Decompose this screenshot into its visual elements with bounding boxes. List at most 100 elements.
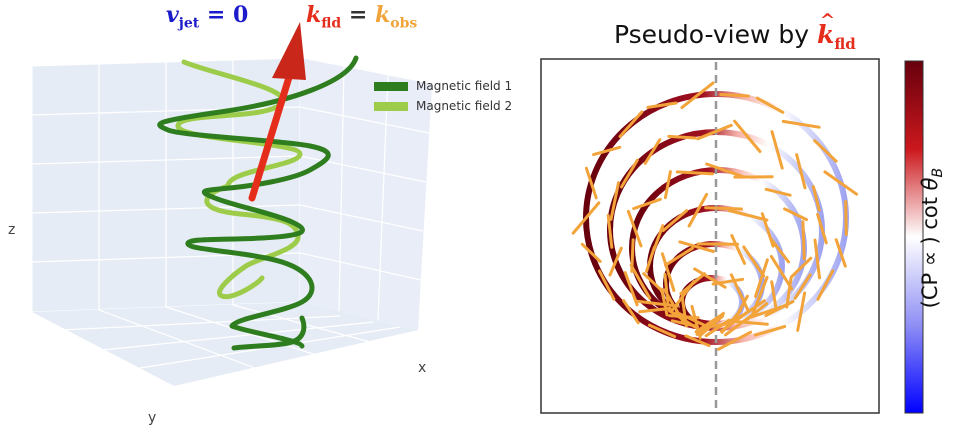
k-fld-symbol: k bbox=[306, 2, 322, 28]
title-prefix: Pseudo-view by bbox=[614, 20, 817, 49]
polarization-tick bbox=[645, 245, 656, 273]
polarization-tick bbox=[795, 153, 807, 190]
polarization-tick bbox=[733, 294, 749, 321]
polarization-tick bbox=[742, 245, 766, 278]
polarization-tick bbox=[661, 209, 689, 232]
polarization-ticks bbox=[571, 81, 859, 351]
polarization-tick bbox=[618, 110, 644, 138]
magnetic-field-1-lower bbox=[229, 323, 305, 349]
polarization-tick bbox=[790, 256, 813, 278]
polarization-tick bbox=[755, 96, 785, 114]
legend-label-field-1: Magnetic field 1 bbox=[416, 79, 513, 93]
polarization-tick bbox=[793, 273, 812, 300]
colorbar-label-prefix: (CP ∝ ) cot bbox=[917, 190, 942, 309]
polarization-tick bbox=[663, 170, 672, 200]
polarization-tick bbox=[652, 224, 665, 252]
polarization-tick bbox=[745, 302, 769, 321]
polarization-tick bbox=[680, 81, 715, 110]
magnetic-field-1-upper bbox=[157, 55, 359, 197]
k-fld-formula: ^ kfld = kobs bbox=[306, 0, 418, 32]
polarization-tick bbox=[660, 287, 669, 317]
polarization-tick bbox=[622, 299, 640, 325]
title-symbol: k bbox=[817, 20, 835, 49]
polarization-tick bbox=[674, 310, 705, 327]
legend-label-field-2: Magnetic field 2 bbox=[416, 99, 513, 113]
title-hat-icon: ^ bbox=[820, 10, 836, 31]
polarization-tick bbox=[609, 181, 620, 221]
magnetic-field-1-middle bbox=[185, 191, 315, 329]
polarization-tick bbox=[705, 162, 744, 178]
left-3d-plot bbox=[31, 22, 432, 386]
polarization-tick bbox=[733, 119, 762, 153]
floor bbox=[32, 302, 418, 386]
k-fld-arrow-head bbox=[272, 22, 306, 80]
polarization-tick bbox=[647, 323, 677, 338]
polarization-tick bbox=[679, 272, 707, 296]
polarization-tick bbox=[754, 258, 769, 298]
magnetic-field-2-lower bbox=[204, 183, 301, 300]
polarization-tick bbox=[834, 238, 847, 268]
colorbar-gradient bbox=[904, 60, 924, 414]
polarization-tick bbox=[571, 201, 601, 235]
polarization-tick bbox=[813, 139, 838, 163]
polarization-tick bbox=[729, 273, 750, 313]
polarization-tick bbox=[770, 130, 784, 170]
polarization-tick bbox=[753, 325, 787, 337]
polarization-tick bbox=[584, 166, 598, 200]
polarization-tick bbox=[597, 269, 616, 301]
polarization-tick bbox=[690, 305, 702, 340]
polarization-tick bbox=[796, 291, 807, 332]
title-symbol-wrap: ^ k bbox=[817, 10, 835, 49]
back-grid bbox=[31, 60, 301, 310]
v-jet-formula: vjet = 0 bbox=[166, 2, 248, 31]
k-obs-symbol: k bbox=[374, 2, 391, 28]
v-symbol: v bbox=[166, 2, 179, 28]
polarization-tick bbox=[813, 238, 821, 280]
polarization-tick bbox=[727, 209, 769, 222]
polarization-tick bbox=[620, 158, 639, 189]
plot-frame bbox=[540, 58, 880, 414]
polarization-tick bbox=[663, 246, 694, 267]
polarization-tick bbox=[678, 240, 715, 253]
polarization-tick bbox=[801, 220, 806, 261]
polarization-tick bbox=[630, 238, 635, 273]
polarization-tick bbox=[636, 299, 680, 308]
polarization-tick bbox=[626, 209, 643, 248]
polarization-tick bbox=[716, 330, 753, 351]
magnetic-field-1-end bbox=[231, 315, 307, 351]
polarization-tick bbox=[770, 280, 778, 309]
polarization-tick bbox=[623, 271, 639, 307]
polarization-tick bbox=[785, 275, 793, 309]
pseudo-view-plot bbox=[540, 58, 880, 414]
polarization-tick bbox=[816, 212, 828, 245]
v-equals: = 0 bbox=[199, 2, 249, 28]
polarization-tick bbox=[606, 214, 614, 249]
legend-item-field-1: Magnetic field 1 bbox=[374, 78, 512, 94]
polarization-tick bbox=[660, 252, 676, 292]
polarization-tick bbox=[781, 119, 821, 129]
polarization-tick bbox=[646, 101, 678, 109]
polarization-tick bbox=[783, 207, 808, 222]
k-equals: = bbox=[341, 2, 375, 28]
polarization-tick bbox=[730, 234, 746, 265]
polarization-tick bbox=[816, 269, 835, 301]
polarization-tick bbox=[749, 304, 787, 319]
polarization-tick bbox=[844, 200, 848, 236]
z-axis-label: z bbox=[8, 222, 16, 238]
k-fld-symbol-wrap: ^ k bbox=[306, 0, 323, 28]
polarization-tick bbox=[687, 192, 709, 228]
polarization-tick bbox=[643, 138, 662, 165]
polarization-tick bbox=[680, 294, 688, 328]
polarization-tick bbox=[663, 273, 670, 307]
k-obs-subscript: obs bbox=[390, 15, 418, 32]
magnetic-field-2-upper bbox=[175, 59, 303, 189]
title-subscript: fld bbox=[834, 35, 856, 53]
side-grid bbox=[299, 66, 430, 321]
polarization-tick bbox=[629, 263, 652, 300]
k-fld-arrow-shaft bbox=[248, 70, 294, 202]
polarization-tick bbox=[675, 170, 714, 176]
polarization-tick bbox=[823, 170, 859, 196]
polarization-tick bbox=[731, 319, 769, 326]
side-wall bbox=[300, 58, 432, 330]
